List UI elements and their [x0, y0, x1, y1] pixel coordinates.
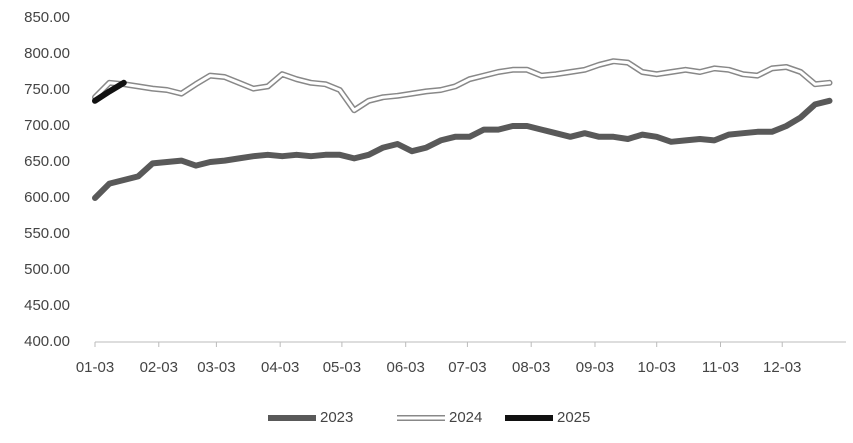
y-tick-label: 800.00 — [24, 45, 70, 62]
x-tick-label: 12-03 — [763, 359, 801, 376]
x-tick-label: 01-03 — [76, 359, 114, 376]
y-tick-label: 700.00 — [24, 117, 70, 134]
x-tick-label: 03-03 — [197, 359, 235, 376]
series-line — [92, 97, 833, 201]
y-tick-label: 850.00 — [24, 9, 70, 26]
x-tick-label: 02-03 — [140, 359, 178, 376]
series-line — [93, 59, 831, 112]
x-tick-label: 05-03 — [323, 359, 361, 376]
y-tick-label: 450.00 — [24, 297, 70, 314]
y-tick-label: 500.00 — [24, 261, 70, 278]
y-tick-label: 600.00 — [24, 189, 70, 206]
legend-label: 2023 — [320, 409, 353, 426]
x-tick-label: 09-03 — [576, 359, 614, 376]
x-tick-label: 11-03 — [702, 359, 739, 376]
x-tick-label: 10-03 — [638, 359, 676, 376]
series-line — [92, 79, 127, 104]
y-tick-label: 750.00 — [24, 81, 70, 98]
x-tick-label: 08-03 — [512, 359, 550, 376]
legend-label: 2025 — [557, 409, 590, 426]
x-tick-label: 06-03 — [387, 359, 425, 376]
y-tick-label: 650.00 — [24, 153, 70, 170]
y-tick-label: 550.00 — [24, 225, 70, 242]
legend-label: 2024 — [449, 409, 482, 426]
x-tick-label: 04-03 — [261, 359, 299, 376]
x-tick-label: 07-03 — [448, 359, 486, 376]
y-tick-label: 400.00 — [24, 333, 70, 350]
